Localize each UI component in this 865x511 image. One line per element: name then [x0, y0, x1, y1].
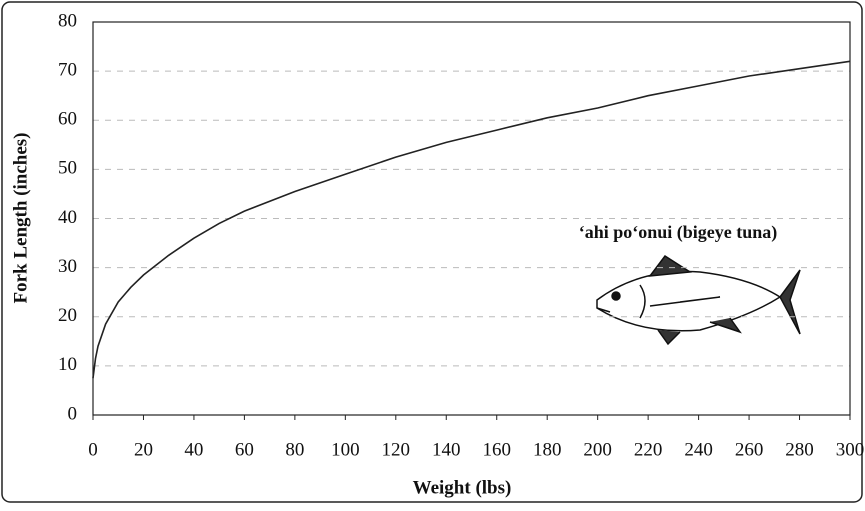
y-tick-label: 40 [58, 207, 77, 228]
x-tick-label: 80 [285, 439, 304, 460]
x-tick-label: 300 [836, 439, 865, 460]
x-tick-label: 40 [184, 439, 203, 460]
y-tick-label: 80 [58, 10, 77, 31]
x-tick-label: 120 [382, 439, 411, 460]
x-tick-label: 220 [634, 439, 663, 460]
chart: Weight (lbs) Fork Length (inches) ‘ahi p… [0, 0, 865, 506]
x-tick-label: 280 [785, 439, 814, 460]
y-tick-label: 30 [58, 256, 77, 277]
x-tick-label: 20 [134, 439, 153, 460]
y-tick-label: 10 [58, 354, 77, 375]
x-tick-label: 160 [482, 439, 511, 460]
x-tick-label: 200 [583, 439, 612, 460]
y-tick-label: 20 [58, 305, 77, 326]
x-tick-label: 100 [331, 439, 360, 460]
x-tick-label: 240 [684, 439, 713, 460]
y-tick-label: 70 [58, 59, 77, 80]
y-tick-label: 50 [58, 158, 77, 179]
y-tick-label: 60 [58, 109, 77, 130]
y-tick-label: 0 [68, 403, 78, 424]
annotation: ‘ahi po‘onui (bigeye tuna) [579, 222, 778, 243]
fish-icon [597, 256, 800, 344]
x-tick-label: 260 [735, 439, 764, 460]
x-axis-label: Weight (lbs) [413, 477, 512, 498]
x-tick-label: 140 [432, 439, 461, 460]
x-tick-label: 180 [533, 439, 562, 460]
x-tick-label: 60 [235, 439, 254, 460]
x-tick-label: 0 [88, 439, 98, 460]
y-axis-label: Fork Length (inches) [10, 133, 31, 304]
frame [2, 2, 862, 502]
